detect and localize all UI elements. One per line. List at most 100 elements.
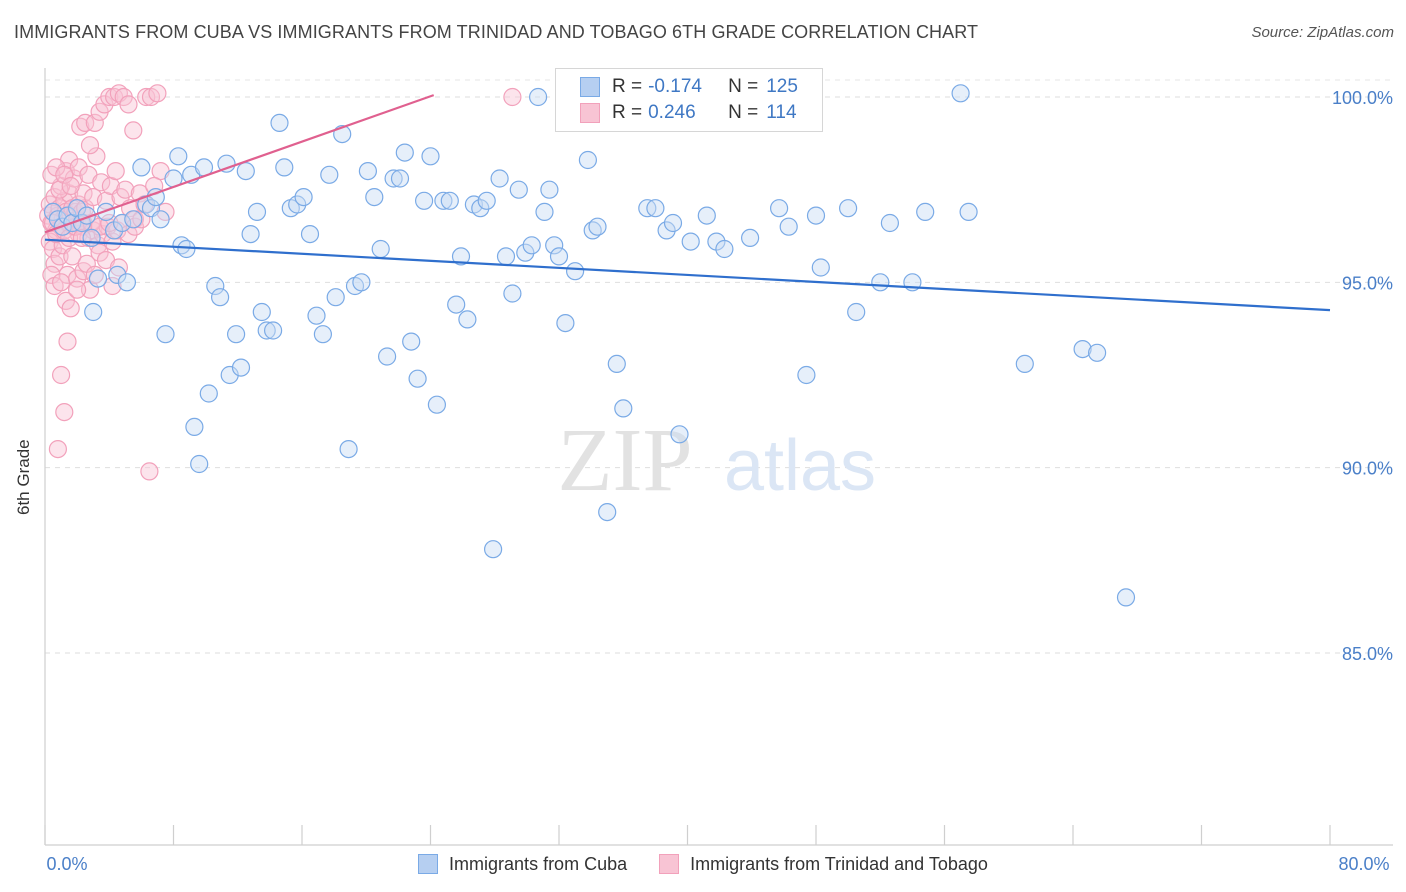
- cuba-legend-swatch: [418, 854, 439, 874]
- cuba-point: [1015, 354, 1034, 373]
- r-value: 0.246: [648, 102, 696, 123]
- cuba-point: [220, 365, 239, 385]
- trinidad-point: [55, 403, 74, 422]
- trinidad-point: [69, 158, 88, 177]
- cuba-point: [503, 284, 522, 303]
- cuba-point: [516, 243, 535, 262]
- cuba-trend-line: [44, 238, 1331, 312]
- cuba-point: [84, 302, 103, 322]
- cuba-point: [471, 199, 490, 218]
- cuba-point: [227, 325, 246, 344]
- cuba-point: [313, 325, 332, 344]
- cuba-point: [82, 228, 101, 247]
- chart-title: IMMIGRANTS FROM CUBA VS IMMIGRANTS FROM …: [14, 22, 979, 42]
- cuba-point: [646, 199, 665, 218]
- cuba-point: [535, 202, 554, 221]
- cuba-point: [607, 354, 626, 373]
- cuba-point: [484, 540, 503, 559]
- cuba-point: [588, 217, 607, 236]
- cuba-point: [740, 228, 760, 247]
- trinidad-point: [55, 165, 74, 184]
- cuba-point: [670, 425, 689, 444]
- cuba-point: [477, 191, 496, 210]
- trinidad-legend-swatch: [659, 854, 680, 874]
- cuba-point: [715, 239, 734, 259]
- cuba-point: [838, 199, 858, 218]
- cuba-point: [528, 87, 548, 107]
- cuba-point: [169, 147, 188, 166]
- cuba-point: [614, 399, 633, 418]
- cuba-point: [663, 213, 683, 233]
- trinidad-point: [76, 113, 95, 133]
- cuba-point: [522, 236, 541, 255]
- trinidad-point: [85, 113, 104, 133]
- cuba-point: [951, 84, 970, 103]
- source-label: Source: ZipAtlas.com: [1251, 24, 1394, 41]
- cuba-point: [264, 321, 283, 340]
- cuba-point: [578, 150, 598, 170]
- cuba-point: [509, 180, 528, 199]
- cuba-point: [88, 269, 108, 288]
- cuba-point: [1087, 343, 1107, 362]
- n-label: N =: [728, 76, 759, 97]
- y-tick-label: 85.0%: [1342, 644, 1393, 664]
- trinidad-point: [87, 147, 106, 166]
- cuba-swatch: [580, 77, 600, 97]
- legend-item-cuba[interactable]: Immigrants from Cuba: [418, 854, 627, 875]
- cuba-point: [252, 302, 271, 322]
- y-tick-label: 90.0%: [1342, 459, 1393, 479]
- cuba-point: [779, 217, 798, 236]
- trinidad-point: [51, 365, 71, 385]
- trinidad-point: [100, 87, 119, 107]
- cuba-point: [871, 273, 890, 292]
- cuba-point: [681, 232, 700, 251]
- trinidad-point: [50, 247, 69, 266]
- series-legend: Immigrants from Cuba Immigrants from Tri…: [0, 850, 1406, 878]
- cuba-point: [211, 288, 230, 307]
- cuba-point: [565, 262, 585, 281]
- cuba-point: [352, 273, 371, 292]
- x-tick-label-min: 0.0%: [46, 854, 87, 874]
- cuba-point: [447, 295, 466, 314]
- cuba-point: [415, 191, 434, 210]
- cuba-point: [231, 358, 251, 377]
- cuba-point: [307, 306, 326, 325]
- r-label: R =: [612, 102, 643, 123]
- cuba-point: [806, 206, 826, 225]
- cuba-point: [190, 454, 209, 474]
- stats-legend: R = -0.174 N = 125 R = 0.246 N = 114: [555, 68, 823, 132]
- cuba-point: [320, 165, 339, 184]
- trinidad-point: [88, 236, 108, 255]
- trend-lines: [44, 94, 1331, 312]
- cuba-point: [275, 158, 294, 177]
- cuba-point: [421, 147, 440, 166]
- cuba-point: [1073, 340, 1092, 359]
- trinidad-point: [137, 87, 156, 107]
- cuba-point: [556, 314, 575, 333]
- cuba-point: [339, 440, 358, 459]
- cuba-point: [598, 502, 617, 522]
- cuba-point: [365, 188, 384, 207]
- cuba-point: [288, 195, 307, 214]
- watermark-atlas: atlas: [724, 426, 876, 506]
- cuba-point: [177, 239, 196, 259]
- watermark: ZIP atlas: [558, 411, 877, 510]
- cuba-point: [847, 302, 866, 322]
- n-value: 114: [766, 102, 797, 123]
- cuba-point: [408, 369, 427, 388]
- trinidad-trend-line: [44, 94, 435, 234]
- watermark-zip: ZIP: [558, 411, 693, 510]
- cuba-point: [108, 265, 127, 284]
- legend-item-trinidad[interactable]: Immigrants from Trinidad and Tobago: [659, 854, 988, 875]
- cuba-point: [185, 417, 204, 436]
- cuba-point: [402, 332, 421, 351]
- trinidad-point: [58, 332, 77, 351]
- cuba-point: [270, 113, 289, 133]
- axes: [44, 68, 1393, 846]
- cuba-point: [199, 384, 218, 403]
- cuba-point: [769, 199, 789, 218]
- legend-label-cuba: Immigrants from Cuba: [449, 853, 628, 874]
- cuba-point: [427, 395, 446, 414]
- cuba-point: [657, 221, 676, 240]
